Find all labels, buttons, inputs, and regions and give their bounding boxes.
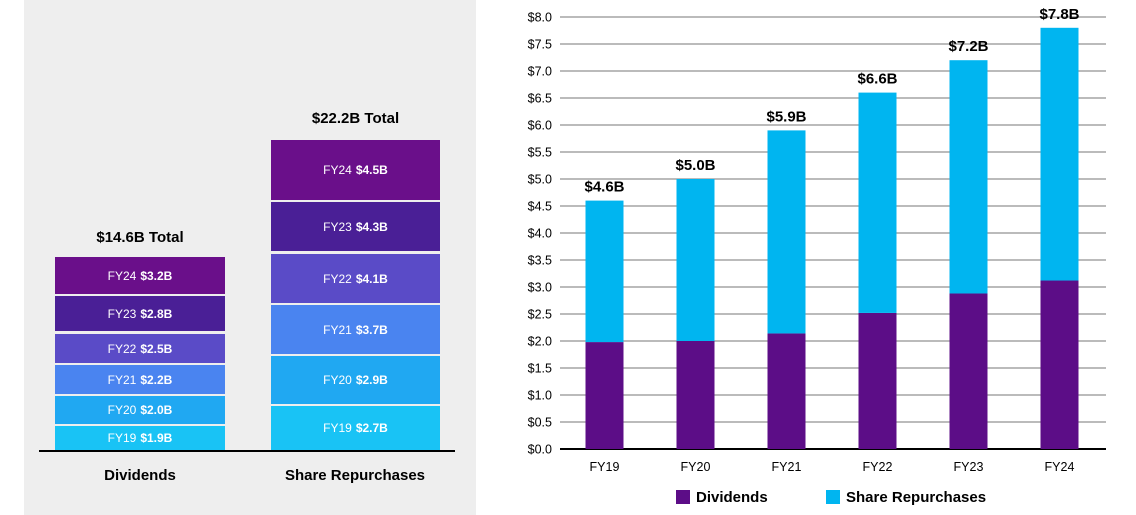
bar-dividends [585,342,624,449]
bar-dividends [1040,280,1079,449]
segment-year: FY20 [107,403,137,417]
y-tick-label: $8.0 [528,11,552,25]
segment-value: $4.5B [355,163,388,177]
x-tick-label: FY22 [863,460,893,474]
segment-value: $2.2B [140,372,173,387]
segment-value: $3.2B [140,268,173,283]
bar-total-label: $5.9B [766,108,806,125]
segment-value: $4.1B [355,271,388,286]
bar-share-repurchases [585,200,624,343]
y-tick-label: $7.5 [528,38,552,52]
dividends-segment-fy24: FY24 $3.2B [55,257,225,294]
segment-value: $4.3B [355,219,388,234]
dividends-segment-fy19: FY19 $1.9B [55,426,225,450]
dividends-segment-fy23: FY23 $2.8B [55,296,225,331]
segment-year: FY19 [323,421,352,435]
y-tick-label: $1.0 [528,389,552,403]
segment-year: FY20 [323,373,352,387]
bar-share-repurchases [858,92,897,313]
dividends-segment-fy22: FY22 $2.5B [55,334,225,363]
segment-value: $1.9B [140,431,173,445]
y-tick-label: $5.0 [528,173,552,187]
segment-value: $2.0B [140,403,173,417]
repurchases-segment-fy20: FY20 $2.9B [271,356,440,404]
repurchases-segment-fy22: FY22 $4.1B [271,254,440,303]
bar-dividends [767,333,806,449]
bar-total-label: $6.6B [857,71,897,88]
segment-value: $2.9B [355,373,388,387]
repurchases-segment-fy19: FY19 $2.7B [271,406,440,450]
segment-year: FY21 [323,322,352,337]
y-tick-label: $5.5 [528,146,552,160]
y-tick-label: $0.5 [528,416,552,430]
segment-value: $2.7B [355,421,388,435]
repurchases-column-label: Share Repurchases [284,467,426,484]
annual-returns-bar-chart: $0.0 $0.5 $1.0 $1.5 $2.0 $2.5 $3.0 $3.5 $4.0 $4.5… [528,6,1106,506]
bar-share-repurchases [767,130,806,334]
segment-year: FY23 [323,219,352,234]
x-tick-label: FY19 [590,460,620,474]
x-tick-label: FY23 [954,460,984,474]
segment-value: $2.5B [140,341,173,356]
segment-value: $3.7B [355,322,388,337]
y-tick-label: $4.0 [528,227,552,241]
legend-swatch [826,490,840,504]
bar-total-label: $7.2B [948,38,988,55]
bar-share-repurchases [1040,27,1079,281]
legend-swatch [676,490,690,504]
repurchases-segment-fy24: FY24 $4.5B [271,140,440,200]
y-tick-label: $3.0 [528,281,552,295]
legend-label: Share Repurchases [846,489,986,506]
repurchases-total-label: $22.2B Total [311,110,400,127]
segment-year: FY21 [107,372,137,387]
dividends-column-label: Dividends [104,467,176,484]
bar-total-label: $7.8B [1039,6,1079,23]
x-tick-label: FY21 [772,460,802,474]
segment-year: FY24 [323,163,352,177]
segment-year: FY22 [107,341,137,356]
dividends-segment-fy21: FY21 $2.2B [55,365,225,394]
x-tick-label: FY24 [1045,460,1075,474]
segment-year: FY22 [323,271,352,286]
dividends-total-label: $14.6B Total [96,229,184,246]
repurchases-segment-fy21: FY21 $3.7B [271,305,440,354]
bar-share-repurchases [676,179,715,341]
x-tick-label: FY20 [681,460,711,474]
bar-dividends [858,312,897,449]
repurchases-segment-fy23: FY23 $4.3B [271,202,440,251]
segment-year: FY19 [107,431,137,445]
y-tick-label: $6.0 [528,119,552,133]
y-tick-label: $1.5 [528,362,552,376]
segment-year: FY23 [107,306,137,321]
y-tick-label: $6.5 [528,92,552,106]
y-tick-label: $2.0 [528,335,552,349]
segment-value: $2.8B [140,306,173,321]
y-tick-label: $4.5 [528,200,552,214]
y-tick-label: $3.5 [528,254,552,268]
segment-year: FY24 [107,268,137,283]
bar-total-label: $4.6B [584,179,624,196]
stacked-baseline [39,450,455,452]
bar-share-repurchases [949,60,988,294]
bar-dividends [676,341,715,449]
bar-total-label: $5.0B [675,157,715,174]
bar-dividends [949,293,988,449]
y-tick-label: $0.0 [528,443,552,457]
legend-label: Dividends [696,489,768,506]
dividends-segment-fy20: FY20 $2.0B [55,396,225,424]
y-tick-label: $7.0 [528,65,552,79]
y-tick-label: $2.5 [528,308,552,322]
